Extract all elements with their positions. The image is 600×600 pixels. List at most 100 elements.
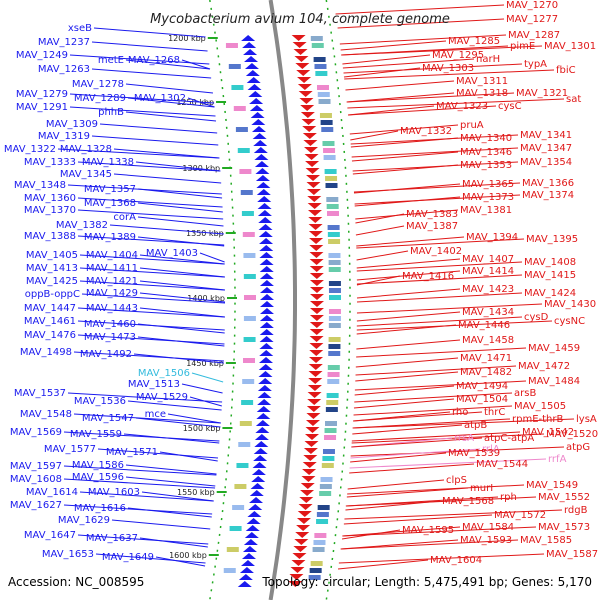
label-leader-right (356, 292, 523, 303)
reverse-gene-mark (258, 231, 273, 237)
label-leader-right (355, 213, 405, 224)
cog-block-right (323, 155, 336, 160)
reverse-gene-mark (242, 546, 257, 552)
forward-gene-mark (303, 448, 318, 454)
cog-block-right (309, 568, 322, 573)
gene-label-left: MAV_1461 (24, 316, 76, 327)
forward-gene-mark (300, 490, 315, 496)
scale-label: 1200 kbp (168, 34, 206, 43)
reverse-gene-mark (241, 35, 256, 41)
forward-gene-mark (294, 539, 309, 545)
forward-gene-mark (290, 567, 305, 573)
gene-label-right: MAV_1321 (516, 88, 568, 99)
cog-block-right (328, 344, 341, 349)
gene-label-right: MAV_1285 (448, 36, 500, 47)
cog-block-right (328, 267, 341, 272)
cog-block-right (328, 351, 341, 356)
label-leader-left (127, 507, 212, 518)
label-leader-right (356, 324, 457, 335)
forward-gene-mark (309, 315, 324, 321)
label-leader-right (355, 365, 517, 376)
reverse-gene-mark (256, 406, 271, 412)
label-leader-right (345, 80, 455, 91)
cog-block-right (319, 484, 332, 489)
gene-label-left: MAV_1237 (38, 37, 90, 48)
cog-block-left (239, 169, 252, 174)
cog-block-right (319, 491, 332, 496)
reverse-gene-mark (257, 399, 272, 405)
label-leader-left (123, 433, 220, 444)
forward-gene-mark (308, 224, 323, 230)
gene-label-right: arsB (514, 388, 536, 399)
forward-gene-mark (307, 392, 322, 398)
forward-gene-mark (295, 532, 310, 538)
cog-block-right (328, 253, 341, 258)
label-leader-right (345, 496, 537, 507)
cog-block-right (313, 540, 326, 545)
gene-label-left: MAV_1603 (88, 487, 140, 498)
label-leader-left (141, 491, 214, 502)
cog-block-right (328, 323, 341, 328)
forward-gene-mark (292, 553, 307, 559)
reverse-gene-mark (251, 469, 266, 475)
label-leader-left (139, 537, 208, 548)
gene-label-right: MAV_1584 (462, 522, 514, 533)
reverse-gene-mark (258, 217, 273, 223)
reverse-gene-mark (254, 154, 269, 160)
cog-block-right (320, 120, 333, 125)
gene-label-left: MAV_1382 (56, 220, 108, 231)
label-leader-right (356, 288, 461, 299)
label-leader-left (159, 451, 218, 462)
gene-label-right: MAV_1520 (546, 429, 598, 440)
label-leader-right (340, 539, 459, 550)
label-leader-left (137, 202, 223, 213)
cog-block-right (322, 449, 335, 454)
reverse-gene-mark (258, 364, 273, 370)
forward-gene-mark (302, 469, 317, 475)
reverse-gene-mark (257, 203, 272, 209)
gene-label-left: MAV_1279 (16, 89, 68, 100)
label-leader-left (155, 556, 206, 567)
forward-gene-mark (309, 273, 324, 279)
label-leader-right (346, 92, 515, 103)
scale-label: 1250 kbp (176, 98, 214, 107)
gene-label-left: MAV_1328 (60, 144, 112, 155)
cog-block-right (311, 43, 324, 48)
gene-label-right: MAV_1270 (506, 0, 558, 11)
reverse-gene-mark (258, 371, 273, 377)
label-leader-left (93, 27, 206, 38)
gene-label-right: MAV_1482 (460, 367, 512, 378)
forward-gene-mark (308, 217, 323, 223)
label-leader-right (340, 539, 519, 550)
reverse-gene-mark (248, 504, 263, 510)
label-leader-right (356, 258, 461, 269)
label-leader-left (187, 97, 215, 108)
forward-gene-mark (306, 175, 321, 181)
cog-block-left (242, 232, 255, 237)
cog-block-left (243, 295, 256, 300)
cog-block-right (328, 239, 341, 244)
gene-label-right: MAV_1323 (436, 101, 488, 112)
label-leader-left (95, 553, 206, 564)
forward-gene-mark (300, 483, 315, 489)
gene-label-right: MAV_1423 (462, 284, 514, 295)
gene-label-left: MAV_1629 (58, 515, 110, 526)
gene-label-left: MAV_1345 (60, 169, 112, 180)
cog-block-right (323, 148, 336, 153)
forward-gene-mark (291, 560, 306, 566)
reverse-gene-mark (259, 322, 274, 328)
label-leader-right (341, 45, 543, 56)
reverse-gene-mark (249, 490, 264, 496)
forward-gene-mark (304, 434, 319, 440)
label-leader-right (355, 209, 459, 220)
label-leader-right (354, 392, 513, 403)
cog-block-left (228, 64, 241, 69)
label-leader-right (352, 424, 463, 435)
scale-label: 1400 kbp (187, 294, 225, 303)
gene-label-right: MAV_1585 (520, 535, 572, 546)
forward-gene-mark (292, 42, 307, 48)
gene-label-left: MAV_1559 (70, 429, 122, 440)
label-leader-left (97, 448, 219, 459)
gene-label-right: sat (566, 94, 581, 105)
cog-block-right (326, 204, 339, 209)
